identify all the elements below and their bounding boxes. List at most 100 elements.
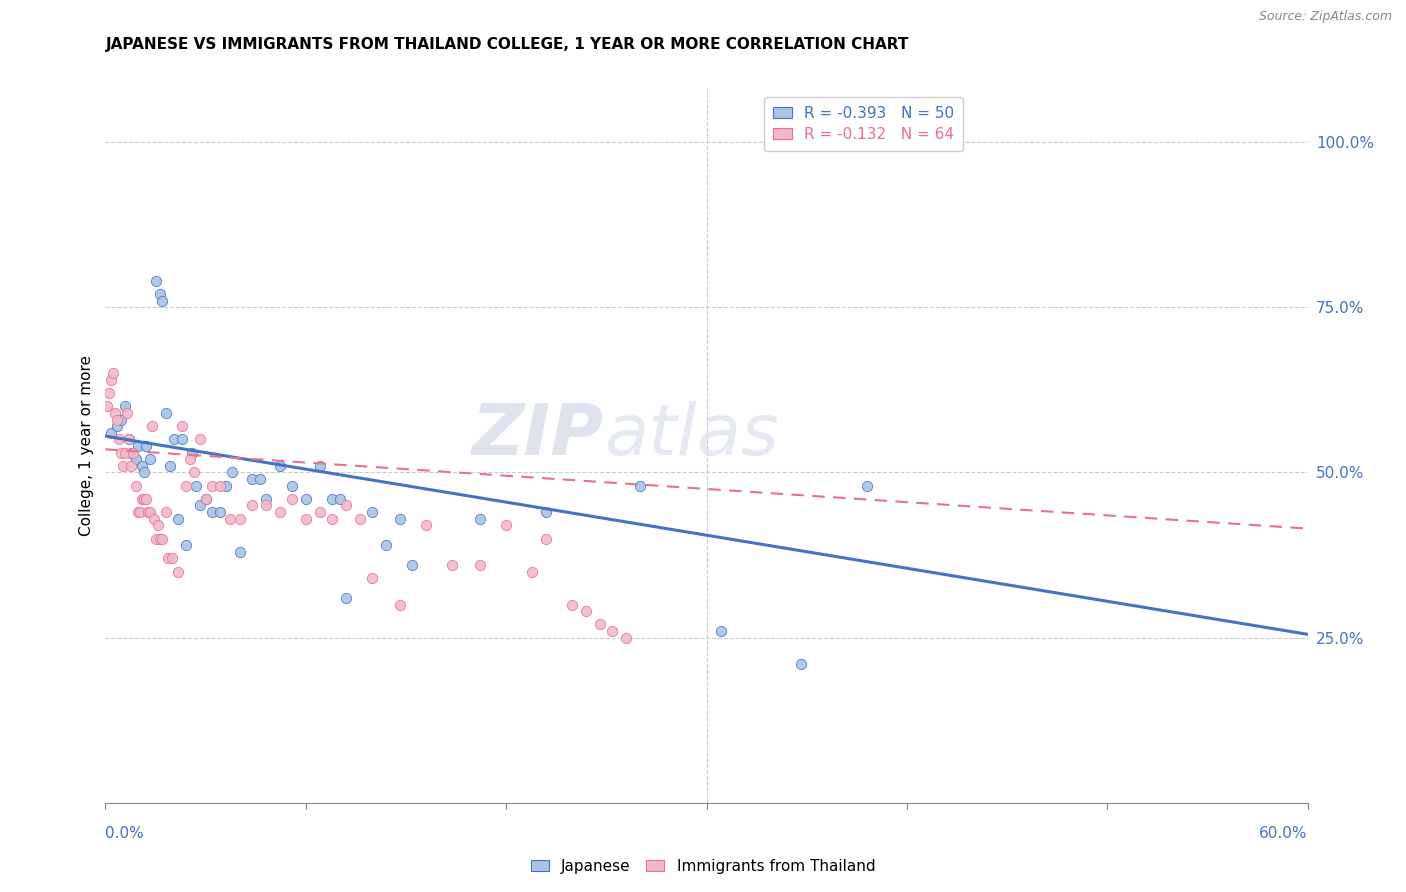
Point	[100, 373, 122, 387]
Point	[628, 478, 651, 492]
Point	[138, 452, 160, 467]
Point	[127, 505, 149, 519]
Point	[136, 505, 159, 519]
Point	[148, 532, 170, 546]
Point	[174, 478, 197, 492]
Point	[321, 491, 343, 506]
Point	[132, 491, 155, 506]
Point	[160, 551, 183, 566]
Point	[575, 604, 598, 618]
Point	[468, 511, 491, 525]
Point	[170, 433, 193, 447]
Point	[150, 293, 173, 308]
Point	[321, 511, 343, 525]
Point	[135, 491, 157, 506]
Point	[335, 499, 357, 513]
Point	[218, 511, 240, 525]
Point	[96, 400, 118, 414]
Point	[107, 419, 129, 434]
Point	[589, 617, 612, 632]
Y-axis label: College, 1 year or more: College, 1 year or more	[79, 356, 94, 536]
Point	[561, 598, 583, 612]
Point	[709, 624, 731, 638]
Point	[295, 491, 318, 506]
Point	[269, 505, 291, 519]
Point	[180, 445, 202, 459]
Point	[401, 558, 423, 572]
Point	[468, 558, 491, 572]
Point	[114, 400, 136, 414]
Point	[142, 511, 165, 525]
Point	[415, 518, 437, 533]
Point	[388, 511, 411, 525]
Point	[349, 511, 371, 525]
Point	[156, 551, 179, 566]
Point	[534, 532, 557, 546]
Point	[124, 452, 146, 467]
Point	[855, 478, 877, 492]
Point	[131, 491, 153, 506]
Point	[112, 458, 135, 473]
Legend: Japanese, Immigrants from Thailand: Japanese, Immigrants from Thailand	[524, 853, 882, 880]
Legend: R = -0.393   N = 50, R = -0.132   N = 64: R = -0.393 N = 50, R = -0.132 N = 64	[765, 97, 963, 152]
Point	[240, 472, 263, 486]
Point	[166, 565, 188, 579]
Point	[534, 505, 557, 519]
Point	[388, 598, 411, 612]
Text: ZIP: ZIP	[472, 401, 605, 470]
Point	[110, 445, 132, 459]
Point	[138, 505, 160, 519]
Point	[98, 386, 121, 401]
Point	[162, 433, 184, 447]
Point	[329, 491, 352, 506]
Point	[122, 445, 145, 459]
Point	[281, 491, 304, 506]
Point	[269, 458, 291, 473]
Point	[602, 624, 624, 638]
Point	[214, 478, 236, 492]
Point	[141, 419, 163, 434]
Point	[114, 445, 136, 459]
Point	[121, 458, 143, 473]
Point	[308, 505, 330, 519]
Text: atlas: atlas	[605, 401, 779, 470]
Point	[100, 425, 122, 440]
Point	[221, 466, 243, 480]
Point	[335, 591, 357, 605]
Point	[240, 499, 263, 513]
Point	[135, 439, 157, 453]
Point	[194, 491, 217, 506]
Text: JAPANESE VS IMMIGRANTS FROM THAILAND COLLEGE, 1 YEAR OR MORE CORRELATION CHART: JAPANESE VS IMMIGRANTS FROM THAILAND COL…	[105, 37, 908, 52]
Point	[104, 406, 127, 420]
Point	[254, 491, 277, 506]
Text: Source: ZipAtlas.com: Source: ZipAtlas.com	[1258, 10, 1392, 22]
Point	[127, 439, 149, 453]
Point	[107, 412, 129, 426]
Point	[194, 491, 217, 506]
Point	[201, 505, 224, 519]
Point	[159, 458, 181, 473]
Point	[148, 287, 170, 301]
Point	[121, 445, 143, 459]
Point	[108, 433, 131, 447]
Point	[281, 478, 304, 492]
Point	[110, 412, 132, 426]
Point	[295, 511, 318, 525]
Point	[166, 511, 188, 525]
Point	[308, 458, 330, 473]
Point	[522, 565, 544, 579]
Point	[128, 505, 150, 519]
Point	[146, 518, 169, 533]
Point	[188, 433, 211, 447]
Point	[179, 452, 201, 467]
Point	[124, 478, 146, 492]
Point	[228, 511, 250, 525]
Point	[361, 505, 384, 519]
Text: 60.0%: 60.0%	[1260, 827, 1308, 841]
Point	[374, 538, 398, 552]
Point	[249, 472, 271, 486]
Point	[131, 458, 153, 473]
Point	[441, 558, 464, 572]
Point	[188, 499, 211, 513]
Point	[789, 657, 811, 671]
